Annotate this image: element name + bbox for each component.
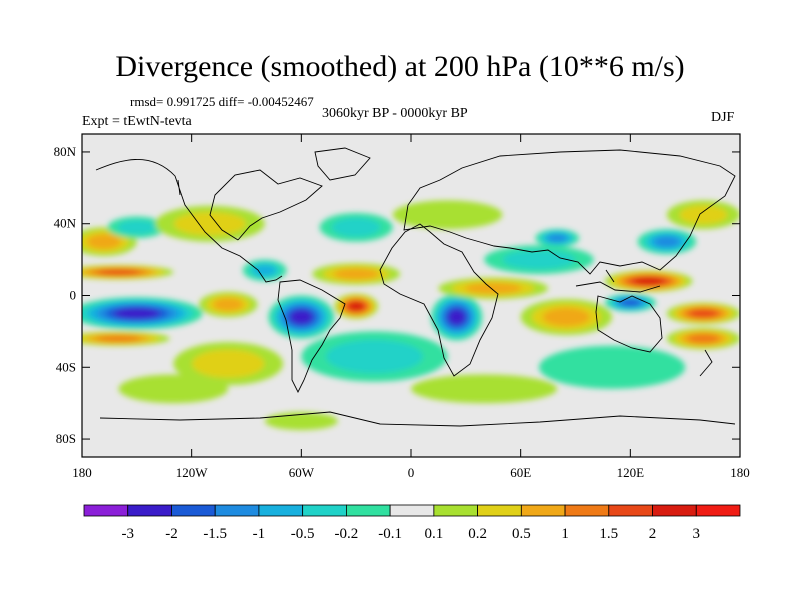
stats-line: rmsd= 0.991725 diff= -0.00452467 xyxy=(130,94,314,109)
colorbar-label: 0.5 xyxy=(512,526,531,542)
field-feature-7-level-5 xyxy=(289,309,313,325)
field-feature-28-level-0 xyxy=(392,200,503,230)
field-feature-9-level-2 xyxy=(333,268,379,280)
field-feature-14-level-5 xyxy=(447,308,466,326)
field-feature-17-level-3 xyxy=(547,234,567,242)
season-label: DJF xyxy=(711,110,735,125)
field-feature-4-level-1 xyxy=(117,220,157,235)
colorbar-swatch xyxy=(302,504,347,517)
field-feature-27-level-0 xyxy=(118,374,229,404)
field-feature-24-level-1 xyxy=(679,205,728,225)
colorbar-swatch xyxy=(520,504,566,517)
colorbar-swatch xyxy=(171,504,216,517)
colorbar-label: 0.2 xyxy=(468,526,487,542)
y-axis: 80N 40N 0 40S 80S xyxy=(54,144,740,446)
x-tick-label: 120W xyxy=(176,465,209,480)
field-feature-18-level-2 xyxy=(542,307,590,327)
colorbar-swatch xyxy=(214,504,260,517)
field-feature-3-level-2 xyxy=(87,234,121,250)
x-tick-label: 180 xyxy=(72,465,92,480)
x-axis: 180 120W 60W 0 60E 120E 180 xyxy=(72,134,750,480)
y-tick-label: 40S xyxy=(56,359,76,374)
colorbar-label: 1.5 xyxy=(599,526,618,542)
colorbar-label: -1 xyxy=(253,526,266,542)
colorbar-label: -2 xyxy=(165,526,178,542)
colorbar-swatch xyxy=(258,504,304,517)
x-tick-label: 180 xyxy=(730,465,750,480)
field-feature-13-level-1 xyxy=(332,217,381,237)
coastlines xyxy=(95,147,736,427)
colorbar-label: 2 xyxy=(649,526,657,542)
colorbar-label: -1.5 xyxy=(203,526,227,542)
colorbar-swatch xyxy=(695,504,741,517)
field-feature-21-level-4 xyxy=(689,309,718,318)
x-tick-label: 120E xyxy=(617,465,645,480)
field-feature-2-level-3 xyxy=(96,335,141,342)
colorbar-swatch xyxy=(345,504,391,517)
experiment-label: Expt = tEwtN-tevta xyxy=(82,114,192,129)
colorbar-swatch xyxy=(127,504,172,517)
colorbar-label: -0.2 xyxy=(335,526,359,542)
field-feature-0-level-5 xyxy=(114,307,160,320)
colorbar-label: 0.1 xyxy=(424,526,443,542)
field-feature-11-level-1 xyxy=(192,349,265,378)
field-feature-22-level-3 xyxy=(687,333,720,344)
colorbar-label: -0.5 xyxy=(291,526,315,542)
period-label: 3060kyr BP - 0000kyr BP xyxy=(322,106,468,121)
y-tick-label: 0 xyxy=(70,288,77,303)
field-feature-5-level-2 xyxy=(213,298,244,311)
colorbar-swatch xyxy=(477,504,522,517)
colorbar-label: 1 xyxy=(561,526,569,542)
field-feature-1-level-4 xyxy=(97,269,140,275)
colorbar-swatch xyxy=(389,504,435,517)
field-feature-20-level-4 xyxy=(620,299,641,307)
divergence-field xyxy=(82,200,740,431)
x-tick-label: 60E xyxy=(510,465,531,480)
field-feature-29-level-0 xyxy=(264,412,338,431)
colorbar-swatch xyxy=(608,504,653,517)
field-feature-6-level-2 xyxy=(253,264,277,276)
field-feature-10-level-1 xyxy=(326,339,423,374)
colorbar-label: -0.1 xyxy=(378,526,402,542)
field-feature-15-level-2 xyxy=(465,282,522,294)
field-feature-16-level-1 xyxy=(502,250,576,270)
x-tick-label: 60W xyxy=(289,465,315,480)
colorbar: -3 -2 -1.5 -1 -0.5 -0.2 -0.1 0.1 0.2 0.5 1 1.5 2 3 xyxy=(83,504,741,542)
y-tick-label: 80S xyxy=(56,431,76,446)
colorbar-swatch xyxy=(652,504,697,517)
chart-title: Divergence (smoothed) at 200 hPa (10**6 … xyxy=(115,50,685,83)
colorbar-label: 3 xyxy=(693,526,701,542)
field-feature-19-level-5 xyxy=(633,277,664,285)
y-tick-label: 40N xyxy=(54,216,77,231)
x-tick-label: 0 xyxy=(408,465,415,480)
colorbar-swatch xyxy=(83,504,129,517)
field-feature-12-level-1 xyxy=(173,211,247,236)
field-feature-26-level-0 xyxy=(411,374,558,404)
colorbar-swatch xyxy=(564,504,610,517)
colorbar-label: -3 xyxy=(121,526,134,542)
colorbar-swatch xyxy=(433,504,479,517)
field-feature-25-level-0 xyxy=(538,345,686,389)
field-feature-23-level-3 xyxy=(654,236,680,248)
y-tick-label: 80N xyxy=(54,144,77,159)
field-feature-8-level-5 xyxy=(348,301,364,311)
